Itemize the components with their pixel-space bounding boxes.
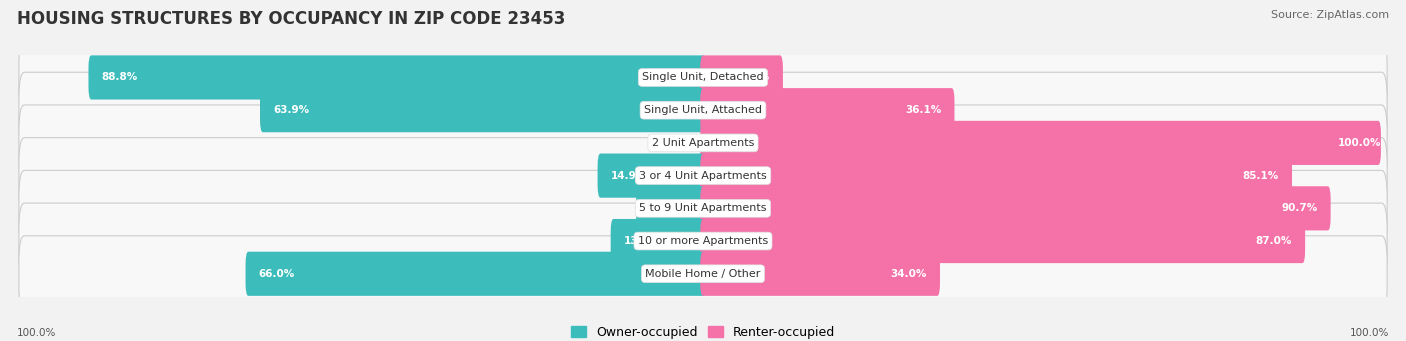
FancyBboxPatch shape [260, 88, 706, 132]
Text: Single Unit, Detached: Single Unit, Detached [643, 72, 763, 83]
FancyBboxPatch shape [18, 236, 1388, 312]
Text: 63.9%: 63.9% [273, 105, 309, 115]
Text: Single Unit, Attached: Single Unit, Attached [644, 105, 762, 115]
FancyBboxPatch shape [18, 138, 1388, 213]
FancyBboxPatch shape [89, 55, 706, 100]
FancyBboxPatch shape [700, 186, 1330, 231]
FancyBboxPatch shape [18, 170, 1388, 246]
Text: 85.1%: 85.1% [1243, 170, 1279, 181]
Text: 11.2%: 11.2% [734, 72, 770, 83]
Text: 36.1%: 36.1% [905, 105, 942, 115]
Text: 90.7%: 90.7% [1281, 203, 1317, 213]
FancyBboxPatch shape [610, 219, 706, 263]
Text: 100.0%: 100.0% [17, 328, 56, 338]
FancyBboxPatch shape [598, 153, 706, 198]
Text: 2 Unit Apartments: 2 Unit Apartments [652, 138, 754, 148]
Text: 100.0%: 100.0% [1350, 328, 1389, 338]
Text: 66.0%: 66.0% [259, 269, 295, 279]
Text: 13.0%: 13.0% [624, 236, 659, 246]
FancyBboxPatch shape [636, 186, 706, 231]
FancyBboxPatch shape [18, 203, 1388, 279]
Text: Mobile Home / Other: Mobile Home / Other [645, 269, 761, 279]
Text: HOUSING STRUCTURES BY OCCUPANCY IN ZIP CODE 23453: HOUSING STRUCTURES BY OCCUPANCY IN ZIP C… [17, 10, 565, 28]
FancyBboxPatch shape [18, 72, 1388, 148]
Text: 14.9%: 14.9% [610, 170, 647, 181]
Text: Source: ZipAtlas.com: Source: ZipAtlas.com [1271, 10, 1389, 20]
FancyBboxPatch shape [246, 252, 706, 296]
FancyBboxPatch shape [700, 121, 1381, 165]
Text: 88.8%: 88.8% [101, 72, 138, 83]
FancyBboxPatch shape [700, 153, 1292, 198]
Text: 100.0%: 100.0% [1339, 138, 1382, 148]
Text: 5 to 9 Unit Apartments: 5 to 9 Unit Apartments [640, 203, 766, 213]
FancyBboxPatch shape [700, 219, 1305, 263]
FancyBboxPatch shape [18, 105, 1388, 181]
Text: 9.3%: 9.3% [650, 203, 678, 213]
FancyBboxPatch shape [700, 55, 783, 100]
Text: 10 or more Apartments: 10 or more Apartments [638, 236, 768, 246]
Text: 3 or 4 Unit Apartments: 3 or 4 Unit Apartments [640, 170, 766, 181]
FancyBboxPatch shape [700, 88, 955, 132]
Legend: Owner-occupied, Renter-occupied: Owner-occupied, Renter-occupied [567, 321, 839, 341]
FancyBboxPatch shape [18, 40, 1388, 115]
FancyBboxPatch shape [700, 252, 941, 296]
Text: 87.0%: 87.0% [1256, 236, 1292, 246]
Text: 0.0%: 0.0% [669, 138, 696, 148]
Text: 34.0%: 34.0% [890, 269, 927, 279]
